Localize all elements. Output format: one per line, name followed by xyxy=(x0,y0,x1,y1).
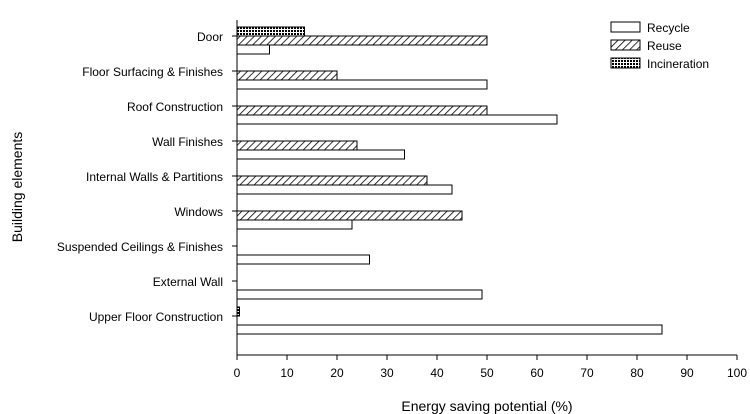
y-axis-title: Building elements xyxy=(9,132,25,243)
bar-reuse-internal-walls-partitions xyxy=(236,175,428,186)
bars-layer xyxy=(236,26,663,335)
bar-reuse-floor-surfacing-finishes xyxy=(236,70,338,81)
x-tick-label: 30 xyxy=(380,366,394,380)
x-tick-label: 0 xyxy=(234,366,241,380)
bar-recycle-suspended-ceilings-finishes xyxy=(236,254,370,265)
x-tick-label: 10 xyxy=(280,366,294,380)
legend-label-reuse: Reuse xyxy=(647,39,682,53)
bar-recycle-roof-construction xyxy=(236,114,558,125)
legend-swatch-recycle xyxy=(610,21,641,33)
x-tick-label: 20 xyxy=(330,366,344,380)
bar-recycle-windows xyxy=(236,219,353,230)
x-tick-label: 60 xyxy=(530,366,544,380)
category-label-roof-construction: Roof Construction xyxy=(127,100,223,114)
legend-label-incineration: Incineration xyxy=(647,57,709,71)
bar-recycle-door xyxy=(236,44,270,55)
category-label-external-wall: External Wall xyxy=(153,275,223,289)
bar-recycle-external-wall xyxy=(236,289,483,300)
legend-swatch-incineration xyxy=(610,57,641,69)
legend: Recycle Reuse Incineration xyxy=(610,21,709,71)
bar-recycle-upper-floor-construction xyxy=(236,324,663,335)
x-tick-label: 40 xyxy=(430,366,444,380)
category-label-wall-finishes: Wall Finishes xyxy=(152,135,223,149)
x-tick-label: 70 xyxy=(580,366,594,380)
bar-reuse-roof-construction xyxy=(236,105,488,116)
bar-recycle-floor-surfacing-finishes xyxy=(236,79,488,90)
bar-recycle-wall-finishes xyxy=(236,149,405,160)
bar-recycle-internal-walls-partitions xyxy=(236,184,453,195)
category-label-suspended-ceilings-finishes: Suspended Ceilings & Finishes xyxy=(57,240,223,254)
x-tick-label: 80 xyxy=(630,366,644,380)
bar-reuse-door xyxy=(236,35,488,46)
x-tick-label: 100 xyxy=(727,366,747,380)
category-label-upper-floor-construction: Upper Floor Construction xyxy=(89,310,223,324)
legend-label-recycle: Recycle xyxy=(647,21,690,35)
axes-layer: Door Floor Surfacing & Finishes Roof Const… xyxy=(57,20,747,380)
legend-swatch-reuse xyxy=(610,39,641,51)
category-label-internal-walls-partitions: Internal Walls & Partitions xyxy=(86,170,223,184)
x-axis-title: Energy saving potential (%) xyxy=(401,398,572,414)
category-label-floor-surfacing-finishes: Floor Surfacing & Finishes xyxy=(82,65,223,79)
x-tick-label: 90 xyxy=(680,366,694,380)
x-tick-label: 50 xyxy=(480,366,494,380)
bar-incineration-door xyxy=(236,26,305,37)
bar-reuse-wall-finishes xyxy=(236,140,358,151)
category-label-door: Door xyxy=(197,30,223,44)
bar-reuse-windows xyxy=(236,210,463,221)
category-label-windows: Windows xyxy=(174,205,223,219)
